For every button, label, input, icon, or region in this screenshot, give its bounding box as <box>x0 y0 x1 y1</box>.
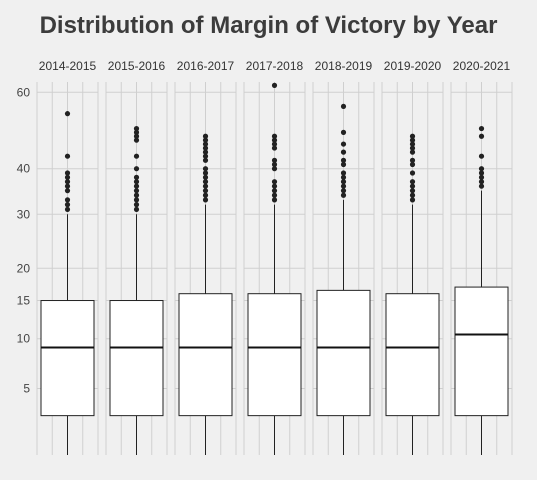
outlier-point <box>134 202 139 207</box>
outlier-point <box>134 184 139 189</box>
outlier-point <box>479 126 484 131</box>
box <box>110 301 163 416</box>
outlier-point <box>65 207 70 212</box>
outlier-point <box>134 197 139 202</box>
outlier-point <box>203 188 208 193</box>
box <box>455 287 508 416</box>
outlier-point <box>134 207 139 212</box>
box <box>317 290 370 415</box>
outlier-point <box>134 175 139 180</box>
outlier-point <box>134 154 139 159</box>
outlier-point <box>341 130 346 135</box>
outlier-point <box>410 184 415 189</box>
outlier-point <box>134 126 139 131</box>
outlier-point <box>272 134 277 139</box>
outlier-point <box>272 83 277 88</box>
facet-label: 2018-2019 <box>315 59 373 73</box>
outlier-point <box>272 184 277 189</box>
outlier-point <box>341 158 346 163</box>
outlier-point <box>479 166 484 171</box>
outlier-point <box>203 193 208 198</box>
outlier-point <box>203 184 208 189</box>
outlier-point <box>203 197 208 202</box>
outlier-point <box>479 154 484 159</box>
box <box>248 294 301 416</box>
outlier-point <box>341 150 346 155</box>
outlier-point <box>410 158 415 163</box>
outlier-point <box>479 134 484 139</box>
box <box>179 294 232 416</box>
facet-label: 2019-2020 <box>384 59 442 73</box>
y-tick-label: 20 <box>17 261 31 275</box>
outlier-point <box>341 141 346 146</box>
outlier-point <box>203 166 208 171</box>
outlier-point <box>272 197 277 202</box>
outlier-point <box>134 188 139 193</box>
outlier-point <box>65 111 70 116</box>
outlier-point <box>272 179 277 184</box>
y-tick-label: 5 <box>23 382 30 396</box>
outlier-point <box>410 188 415 193</box>
outlier-point <box>203 134 208 139</box>
outlier-point <box>410 179 415 184</box>
outlier-point <box>65 202 70 207</box>
facet-label: 2016-2017 <box>177 59 235 73</box>
outlier-point <box>410 197 415 202</box>
box <box>41 301 94 416</box>
outlier-point <box>272 158 277 163</box>
outlier-point <box>65 197 70 202</box>
outlier-point <box>341 188 346 193</box>
outlier-point <box>341 184 346 189</box>
y-tick-label: 30 <box>17 207 31 221</box>
outlier-point <box>134 193 139 198</box>
outlier-point <box>272 193 277 198</box>
outlier-point <box>410 193 415 198</box>
y-tick-label: 40 <box>17 162 31 176</box>
outlier-point <box>341 104 346 109</box>
outlier-point <box>134 166 139 171</box>
facet-label: 2014-2015 <box>39 59 97 73</box>
outlier-point <box>65 154 70 159</box>
outlier-point <box>341 170 346 175</box>
facet-label: 2017-2018 <box>246 59 304 73</box>
y-tick-label: 60 <box>17 85 31 99</box>
outlier-point <box>272 188 277 193</box>
outlier-point <box>410 170 415 175</box>
box <box>386 294 439 416</box>
outlier-point <box>479 184 484 189</box>
outlier-point <box>341 193 346 198</box>
y-tick-label: 15 <box>17 294 31 308</box>
outlier-point <box>65 188 70 193</box>
outlier-point <box>410 134 415 139</box>
y-tick-label: 10 <box>17 332 31 346</box>
outlier-point <box>65 170 70 175</box>
outlier-point <box>65 184 70 189</box>
facet-label: 2015-2016 <box>108 59 166 73</box>
facet-label: 2020-2021 <box>453 59 511 73</box>
